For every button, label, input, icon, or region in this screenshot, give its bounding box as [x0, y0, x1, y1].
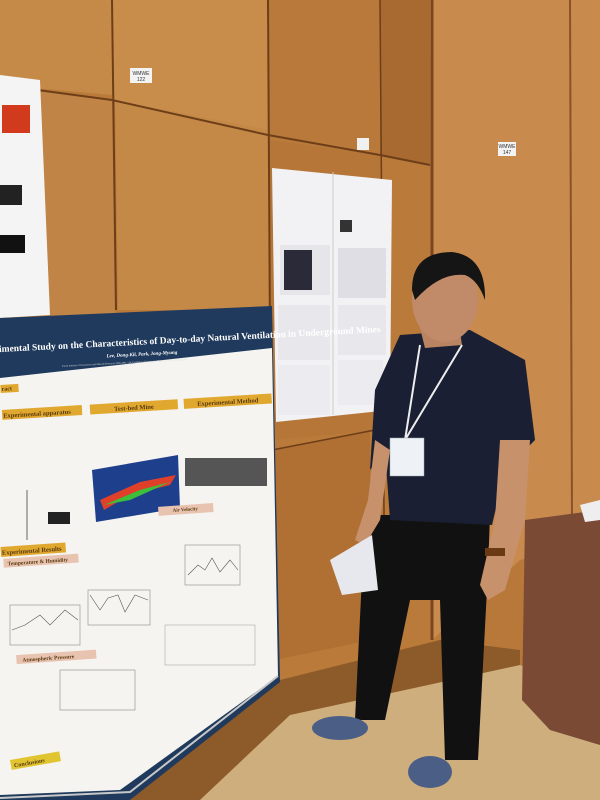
baseboard [130, 640, 520, 800]
svg-text:WMWE: WMWE [133, 71, 151, 77]
section-pressure: Atmospheric Pressure [22, 654, 75, 664]
section-temp-humidity: Temperature & Humidity [8, 557, 69, 567]
wall-label: WMWE 122 [130, 68, 152, 83]
name-badge [389, 437, 425, 477]
chart-pressure [59, 669, 136, 711]
booklet [330, 535, 378, 595]
right-shoe [408, 756, 452, 788]
chart-humidity [87, 589, 151, 626]
hair [412, 252, 486, 300]
section-conclusions: Conclusions [14, 758, 46, 769]
chart-air-velocity [184, 544, 241, 586]
small-poster [272, 168, 392, 422]
paper-on-table [580, 500, 600, 522]
section-results: Experimental Results [2, 546, 63, 557]
right-arm [480, 440, 530, 600]
left-arm [355, 440, 390, 545]
svg-text:147: 147 [503, 150, 512, 156]
poster-authors: Lee, Dong-Kil, Park, Jong-Myung [105, 351, 177, 360]
poster-affiliation: Korea Institute of Geoscience and Minera… [62, 358, 188, 368]
results-table [164, 624, 256, 666]
wall-label-small [357, 138, 369, 150]
person [312, 252, 535, 788]
left-poster [0, 75, 50, 318]
section-testbed: Test-bed Mine [114, 404, 154, 413]
pants [355, 515, 490, 760]
mine-photos [185, 458, 267, 486]
main-poster: imental Study on the Characteristics of … [0, 306, 381, 800]
chart-temperature [9, 604, 81, 646]
left-shoe [312, 716, 368, 740]
wall-label: WMWE 147 [498, 142, 516, 156]
side-table [522, 510, 600, 745]
section-apparatus: Experimental apparatus [3, 409, 71, 420]
camera-device [48, 512, 70, 524]
svg-text:WMWE: WMWE [499, 144, 517, 150]
carpet [200, 665, 600, 800]
watch [485, 548, 505, 556]
section-abstract: ract [1, 386, 12, 393]
section-method: Experimental Method [197, 397, 259, 408]
svg-text:122: 122 [137, 77, 146, 83]
section-air-velocity: Air Velocity [173, 507, 199, 514]
